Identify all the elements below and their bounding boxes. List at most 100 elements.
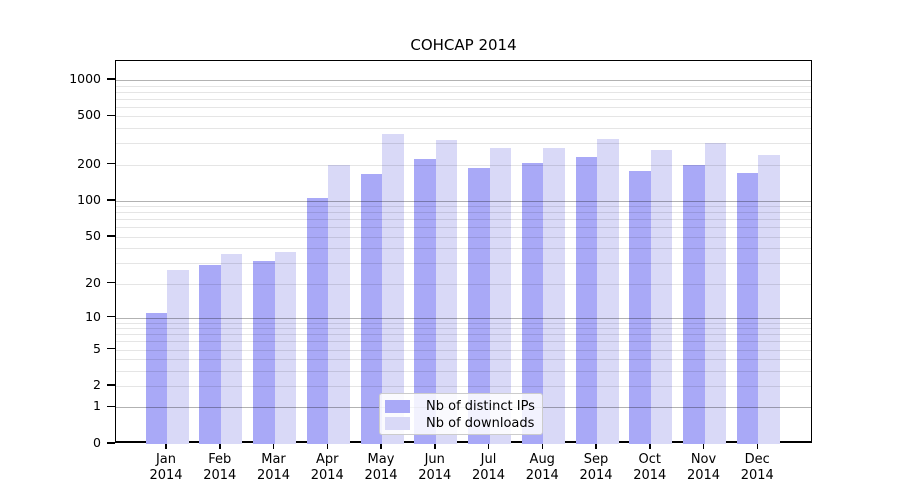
x-tick-label-sep: Sep 2014: [564, 452, 628, 484]
gridline-minor: [116, 341, 811, 343]
bar-downloads-oct: [650, 150, 673, 444]
gridline-minor: [116, 212, 811, 214]
gridline-major: [116, 80, 811, 81]
bar-distinct-ips-sep: [575, 157, 597, 444]
y-tick-label: 20: [85, 274, 101, 290]
x-tick-label-jul: Jul 2014: [457, 452, 521, 484]
x-tick-month: Jan: [155, 452, 177, 467]
chart-title: COHCAP 2014: [410, 36, 517, 54]
x-tick-mark: [595, 443, 597, 449]
gridline-minor: [116, 283, 811, 285]
bar-distinct-ips-may: [360, 174, 382, 444]
x-tick-year: 2014: [364, 468, 398, 483]
x-tick-month: Jun: [424, 452, 445, 467]
x-tick-year: 2014: [525, 468, 559, 483]
x-tick-month: Apr: [316, 452, 339, 467]
bar-downloads-jun: [435, 140, 458, 444]
bar-distinct-ips-nov: [683, 164, 705, 444]
y-tick-label: 50: [85, 227, 101, 243]
bar-downloads-dec: [758, 155, 780, 444]
x-tick-month: Aug: [529, 452, 555, 467]
x-tick-month: Sep: [583, 452, 609, 467]
x-tick-label-dec: Dec 2014: [725, 452, 789, 484]
legend-swatch-distinct-ips: [385, 400, 410, 413]
gridlines-layer: [116, 61, 811, 441]
bar-downloads-may: [382, 134, 404, 444]
x-tick-month: May: [367, 452, 395, 467]
bars-layer: [116, 61, 811, 444]
bar-distinct-ips-jun: [414, 158, 436, 444]
x-tick-label-jan: Jan 2014: [134, 452, 198, 484]
bar-downloads-aug: [543, 147, 565, 444]
x-tick-month: Mar: [261, 452, 286, 467]
x-tick-mark: [219, 443, 221, 449]
x-tick-mark: [702, 443, 705, 449]
x-tick-year: 2014: [686, 468, 721, 483]
x-tick-mark: [380, 443, 382, 449]
x-tick-mark: [434, 443, 436, 449]
x-tick-label-may: May 2014: [349, 452, 413, 484]
gridline-minor: [116, 386, 811, 388]
x-tick-month: Dec: [744, 452, 770, 467]
gridline-minor: [116, 370, 811, 372]
gridline-minor: [116, 85, 811, 87]
legend: Nb of distinct IPs Nb of downloads: [379, 393, 543, 435]
gridline-minor: [116, 143, 811, 145]
x-tick-label-apr: Apr 2014: [295, 452, 359, 484]
gridline-minor: [116, 263, 811, 265]
x-tick-month: Feb: [208, 452, 232, 467]
x-tick-year: 2014: [310, 468, 344, 483]
gridline-minor: [116, 116, 811, 118]
legend-swatch-downloads: [385, 417, 410, 430]
gridline-major: [116, 317, 811, 319]
bar-downloads-feb: [220, 253, 243, 444]
legend-label-downloads: Nb of downloads: [426, 416, 535, 431]
x-tick-label-nov: Nov 2014: [672, 452, 736, 484]
bar-downloads-nov: [704, 143, 726, 444]
x-tick-month: Oct: [638, 452, 661, 467]
x-tick-year: 2014: [471, 468, 506, 483]
gridline-minor: [116, 106, 811, 108]
x-tick-mark: [756, 443, 758, 449]
x-tick-mark: [487, 443, 490, 449]
bar-distinct-ips-dec: [736, 173, 759, 444]
y-tick-mark: [107, 405, 115, 408]
y-tick-label: 0: [93, 435, 101, 450]
gridline-minor: [116, 322, 811, 324]
y-tick-mark: [107, 78, 115, 80]
gridline-minor: [116, 227, 811, 229]
gridline-minor: [116, 98, 811, 100]
bar-downloads-jul: [489, 147, 511, 444]
y-tick-label: 10: [85, 308, 101, 324]
plot-area: [115, 60, 812, 444]
y-tick-mark: [107, 162, 115, 165]
y-tick-label: 500: [77, 107, 101, 123]
y-tick-mark: [107, 281, 115, 284]
gridline-minor: [116, 349, 811, 351]
x-tick-month: Nov: [690, 452, 717, 467]
gridline-minor: [116, 206, 811, 208]
gridline-minor: [116, 248, 811, 250]
y-tick-mark: [107, 114, 115, 117]
x-tick-year: 2014: [256, 468, 291, 483]
y-tick-mark: [107, 384, 115, 386]
y-tick-mark: [107, 199, 115, 201]
y-tick-label: 1000: [69, 71, 101, 86]
legend-label-distinct-ips: Nb of distinct IPs: [426, 399, 535, 414]
bar-downloads-sep: [597, 139, 619, 444]
x-tick-year: 2014: [579, 468, 613, 483]
gridline-major: [116, 200, 811, 202]
x-tick-label-oct: Oct 2014: [618, 452, 682, 484]
y-tick-label: 100: [77, 191, 101, 207]
bar-downloads-jan: [167, 270, 189, 444]
x-tick-mark: [326, 443, 328, 449]
y-tick-mark: [107, 235, 115, 237]
legend-item-distinct-ips: Nb of distinct IPs: [385, 398, 542, 415]
y-tick-label: 2: [93, 377, 101, 393]
bar-distinct-ips-apr: [306, 198, 329, 444]
x-tick-label-jun: Jun 2014: [403, 452, 467, 484]
x-tick-mark: [541, 443, 543, 449]
x-tick-year: 2014: [149, 468, 183, 483]
x-tick-year: 2014: [203, 468, 237, 483]
